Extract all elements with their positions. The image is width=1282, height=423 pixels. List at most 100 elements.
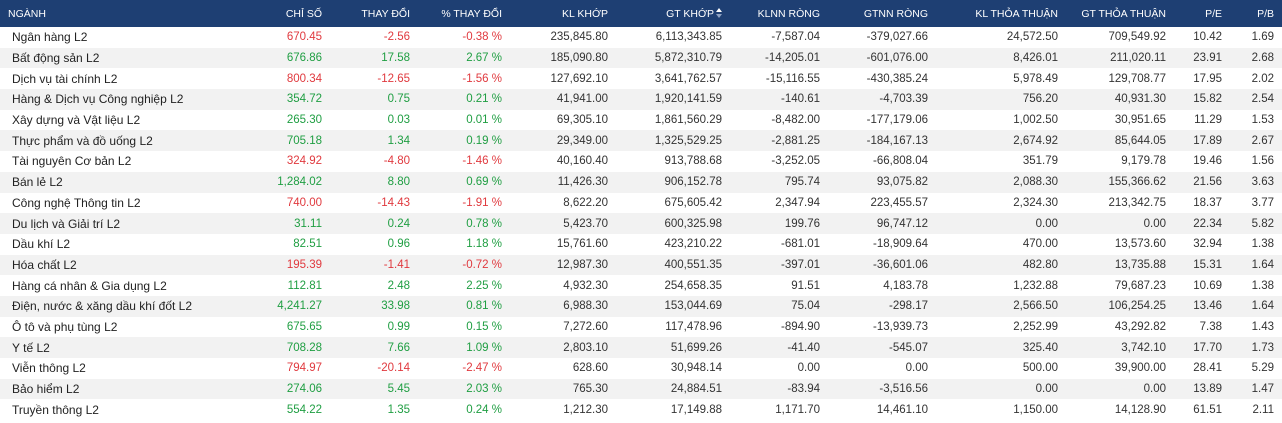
cell-kl-khop: 4,932.30 [563,279,608,292]
cell-thay-doi: -2.56 [383,31,410,44]
table-row[interactable]: Xây dựng và Vật liệu L2 265.30 0.03 0.01 % 6… [0,109,1282,131]
table-row[interactable]: Dịch vụ tài chính L2 800.34 -12.65 -1.56 % 1… [0,68,1282,90]
cell-pb: 2.68 [1251,52,1274,65]
cell-gtnn-rong: -298.17 [888,300,928,313]
cell-pe: 19.46 [1193,155,1222,168]
cell-kl-thoa-thuan: 24,572.50 [1006,31,1058,44]
cell-kl-thoa-thuan: 2,566.50 [1013,300,1058,313]
table-row[interactable]: Bảo hiểm L2 274.06 5.45 2.03 % 765.30 24,884.… [0,378,1282,400]
table-row[interactable]: Thực phẩm và đồ uống L2 705.18 1.34 0.19 % 2… [0,130,1282,152]
cell-nganh[interactable]: Ngân hàng L2 [12,30,88,45]
header-gtnn-rong[interactable]: GTNN RÒNG [863,7,928,20]
cell-pb: 1.43 [1251,320,1274,333]
cell-gt-thoa-thuan: 155,366.62 [1108,176,1166,189]
table-row[interactable]: Công nghệ Thông tin L2 740.00 -14.43 -1.91 … [0,192,1282,214]
table-row[interactable]: Ô tô và phụ tùng L2 675.65 0.99 0.15 % 7,272… [0,316,1282,338]
header-nganh[interactable]: NGÀNH [8,7,46,20]
cell-nganh[interactable]: Bảo hiểm L2 [12,382,80,397]
header-pb[interactable]: P/B [1257,7,1274,20]
cell-chi-so: 554.22 [286,403,322,416]
table-row[interactable]: Hàng & Dịch vụ Công nghiệp L2 354.72 0.75 0… [0,89,1282,110]
cell-pct-thay-doi: 0.81 % [466,300,502,313]
cell-pe: 7.38 [1199,320,1222,333]
cell-gt-khop: 5,872,310.79 [654,52,722,65]
cell-pct-thay-doi: -1.56 % [462,72,502,85]
cell-gt-khop: 153,044.69 [664,300,722,313]
cell-kl-khop: 7,272.60 [563,320,608,333]
header-klnn-rong[interactable]: KLNN RÒNG [757,7,820,20]
table-row[interactable]: Hàng cá nhân & Gia dụng L2 112.81 2.48 2.25… [0,275,1282,296]
cell-nganh[interactable]: Hóa chất L2 [12,257,77,272]
cell-chi-so: 676.86 [286,52,322,65]
cell-thay-doi: 5.45 [387,383,410,396]
cell-nganh[interactable]: Dầu khí L2 [12,237,71,252]
cell-klnn-rong: 2,347.94 [775,196,820,209]
cell-nganh[interactable]: Xây dựng và Vật liệu L2 [12,113,141,128]
cell-gt-khop: 117,478.96 [665,320,722,333]
header-pct-thay-doi[interactable]: % THAY ĐỔI [441,7,502,20]
table-row[interactable]: Du lịch và Giải trí L2 31.11 0.24 0.78 % 5,4… [0,213,1282,234]
table-row[interactable]: Bất động sản L2 676.86 17.58 2.67 % 185,090.… [0,47,1282,69]
cell-kl-thoa-thuan: 2,324.30 [1013,196,1058,209]
header-chi-so[interactable]: CHỈ SỐ [285,7,322,20]
table-row[interactable]: Viễn thông L2 794.97 -20.14 -2.47 % 628.60 30… [0,358,1282,379]
cell-gtnn-rong: -379,027.66 [866,31,928,44]
sort-updown-icon[interactable] [716,7,722,18]
table-row[interactable]: Hóa chất L2 195.39 -1.41 -0.72 % 12,987.30 40… [0,254,1282,276]
table-row[interactable]: Dầu khí L2 82.51 0.96 1.18 % 15,761.60 423,21… [0,233,1282,255]
header-gt-khop-label: GT KHỚP [666,7,714,20]
cell-gtnn-rong: 4,183.78 [883,279,928,292]
table-header: NGÀNH CHỈ SỐ THAY ĐỔI % THAY ĐỔI KL KHỚP… [0,0,1282,27]
table-row[interactable]: Truyền thông L2 554.22 1.35 0.24 % 1,212.30 1… [0,399,1282,421]
header-kl-thoa-thuan[interactable]: KL THỎA THUẬN [975,7,1058,20]
cell-klnn-rong: -8,482.00 [771,114,820,127]
cell-nganh[interactable]: Hàng & Dịch vụ Công nghiệp L2 [12,92,184,107]
cell-nganh[interactable]: Thực phẩm và đồ uống L2 [12,133,153,148]
cell-pe: 23.91 [1193,52,1222,65]
cell-nganh[interactable]: Y tế L2 [12,340,50,355]
table-row[interactable]: Y tế L2 708.28 7.66 1.09 % 2,803.10 51,699.26… [0,337,1282,358]
table-row[interactable]: Điện, nước & xăng dầu khí đốt L2 4,241.27… [0,295,1282,317]
cell-nganh[interactable]: Điện, nước & xăng dầu khí đốt L2 [12,299,193,314]
cell-pe: 15.31 [1193,258,1222,271]
cell-nganh[interactable]: Truyền thông L2 [12,402,99,417]
cell-pb: 3.63 [1251,176,1274,189]
cell-nganh[interactable]: Công nghệ Thông tin L2 [12,195,141,210]
cell-nganh[interactable]: Dịch vụ tài chính L2 [12,71,118,86]
cell-pe: 15.82 [1193,93,1222,106]
cell-gtnn-rong: -545.07 [888,341,928,354]
cell-gtnn-rong: -18,909.64 [873,238,928,251]
cell-nganh[interactable]: Viễn thông L2 [12,361,86,376]
cell-kl-thoa-thuan: 0.00 [1035,217,1058,230]
header-gt-thoa-thuan[interactable]: GT THỎA THUẬN [1081,7,1166,20]
header-pe[interactable]: P/E [1205,7,1222,20]
cell-pb: 1.53 [1251,114,1274,127]
cell-nganh[interactable]: Ô tô và phụ tùng L2 [12,319,118,334]
cell-kl-thoa-thuan: 8,426.01 [1013,52,1058,65]
header-thay-doi[interactable]: THAY ĐỔI [361,7,410,20]
header-kl-khop[interactable]: KL KHỚP [562,7,608,20]
table-row[interactable]: Bán lẻ L2 1,284.02 8.80 0.69 % 11,426.30 906,… [0,171,1282,193]
table-row[interactable]: Tài nguyên Cơ bản L2 324.92 -4.80 -1.46 % 40… [0,151,1282,172]
cell-nganh[interactable]: Hàng cá nhân & Gia dụng L2 [12,278,167,293]
cell-pct-thay-doi: 0.15 % [466,320,502,333]
cell-gt-thoa-thuan: 14,128.90 [1114,403,1166,416]
cell-gt-thoa-thuan: 9,179.78 [1121,155,1166,168]
cell-thay-doi: 1.35 [387,403,410,416]
cell-pct-thay-doi: -1.46 % [462,155,502,168]
table-row[interactable]: Ngân hàng L2 670.45 -2.56 -0.38 % 235,845.80… [0,27,1282,48]
cell-kl-thoa-thuan: 482.80 [1022,258,1058,271]
cell-chi-so: 324.92 [286,155,322,168]
cell-nganh[interactable]: Bất động sản L2 [12,51,100,66]
cell-kl-khop: 12,987.30 [556,258,608,271]
cell-nganh[interactable]: Du lịch và Giải trí L2 [12,216,121,231]
cell-gt-thoa-thuan: 13,735.88 [1114,258,1166,271]
cell-kl-thoa-thuan: 1,232.88 [1013,279,1058,292]
cell-nganh[interactable]: Tài nguyên Cơ bản L2 [12,154,132,169]
cell-pb: 2.67 [1251,134,1274,147]
header-gt-khop[interactable]: GT KHỚP [616,0,730,27]
cell-chi-so: 1,284.02 [277,176,322,189]
cell-pe: 18.37 [1193,196,1222,209]
cell-pe: 17.70 [1193,341,1222,354]
cell-nganh[interactable]: Bán lẻ L2 [12,175,63,190]
